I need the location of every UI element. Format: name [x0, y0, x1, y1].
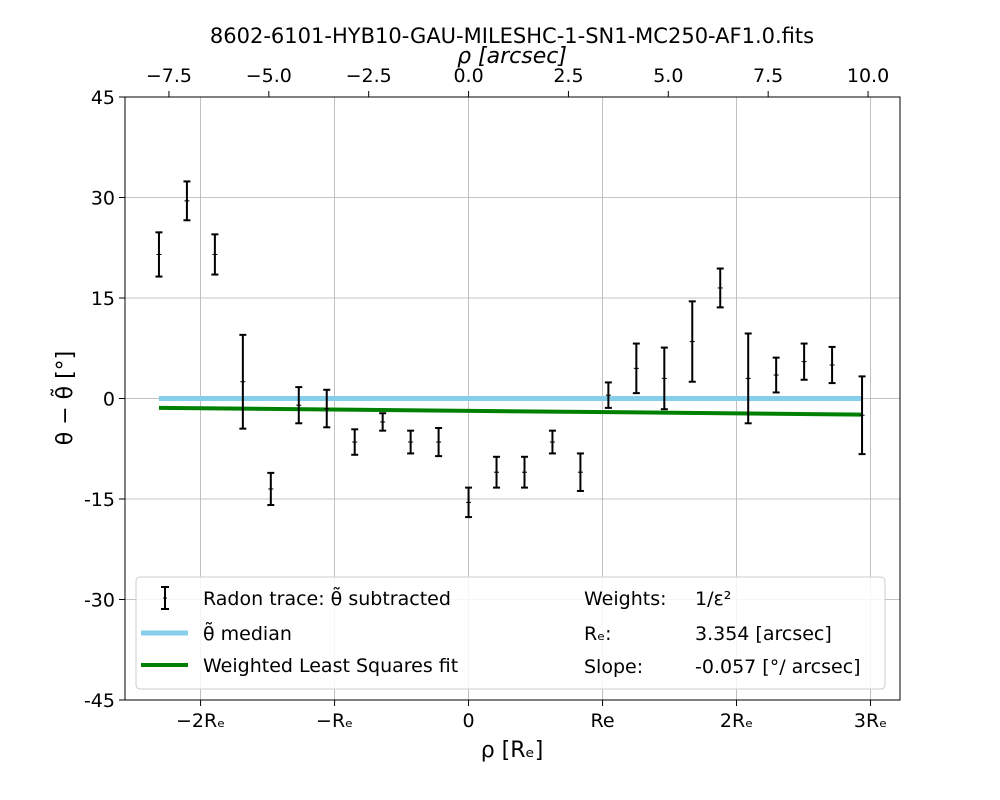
top-tick-label: −7.5: [146, 65, 192, 87]
y-tick-label: -45: [84, 690, 115, 712]
x-tick-label: 2Rₑ: [720, 710, 753, 732]
error-bar-point: [211, 233, 219, 276]
x-tick-label: 0: [463, 710, 475, 732]
error-bar-point: [632, 342, 640, 395]
top-axis-title: ρ [arcsec]: [457, 44, 567, 69]
y-tick-label: 0: [103, 389, 115, 411]
legend-label-median: θ̃ median: [203, 620, 292, 645]
x-axis-title: ρ [Rₑ]: [481, 738, 544, 763]
legend-label-fit: Weighted Least Squares fit: [203, 655, 458, 677]
error-bar-point: [465, 486, 473, 519]
error-bar-point: [828, 345, 836, 385]
x-tick-label: −2Rₑ: [176, 710, 225, 732]
x-tick-label: Re: [591, 710, 615, 732]
x-tick-label: 3Rₑ: [854, 710, 887, 732]
error-bar-point: [295, 386, 303, 425]
slope-label: Slope:: [584, 656, 643, 678]
error-bar-point: [576, 452, 584, 492]
x-tick-label: −Rₑ: [316, 710, 353, 732]
legend-label-radon: Radon trace: θ̃ subtracted: [203, 585, 451, 610]
error-bar-point: [744, 332, 752, 425]
error-bar-point: [688, 300, 696, 383]
y-tick-label: 30: [91, 188, 115, 210]
weights-label: Weights:: [584, 588, 667, 610]
error-bar-point: [323, 388, 331, 429]
error-bar-point: [435, 426, 443, 458]
error-bar-point: [379, 412, 387, 432]
slope-value: -0.057 [°/ arcsec]: [695, 656, 861, 678]
weights-value: 1/ε²: [695, 588, 731, 610]
y-tick-label: 15: [91, 288, 115, 310]
bottom-axis-ticks: −2Rₑ −Rₑ 0 Re 2Rₑ 3Rₑ: [176, 700, 887, 732]
error-bar-point: [858, 375, 866, 456]
top-axis-ticks: −7.5 −5.0 −2.5 0.0 2.5 5.0 7.5 10.0: [146, 65, 889, 97]
legend: Radon trace: θ̃ subtracted θ̃ median Wei…: [135, 576, 886, 690]
error-bar-point: [660, 346, 668, 411]
top-tick-label: 5.0: [653, 65, 683, 87]
error-bar-point: [183, 180, 191, 222]
chart-title: 8602-6101-HYB10-GAU-MILESHC-1-SN1-MC250-…: [210, 24, 814, 48]
error-bar-point: [548, 429, 556, 455]
error-bar-point: [520, 455, 528, 489]
y-tick-label: 45: [91, 87, 115, 109]
series-layer: [155, 180, 866, 519]
error-bar-point: [716, 267, 724, 309]
error-bar-point: [267, 471, 275, 507]
error-bar-point: [155, 231, 163, 278]
top-tick-label: −2.5: [346, 65, 392, 87]
top-tick-label: 7.5: [753, 65, 783, 87]
plot-frame: [124, 96, 901, 701]
error-bar-point: [772, 356, 780, 394]
legend-errorbar-marker: [161, 586, 169, 610]
error-bar-point: [239, 333, 247, 430]
y-tick-label: -30: [84, 590, 115, 612]
top-tick-label: 0.0: [453, 65, 483, 87]
y-tick-label: -15: [84, 489, 115, 511]
fit-line: [158, 405, 863, 417]
error-bar-point: [800, 342, 808, 381]
re-value: 3.354 [arcsec]: [695, 623, 832, 645]
error-bar-point: [604, 381, 612, 409]
error-bar-point: [351, 428, 359, 456]
error-bar-point: [493, 455, 501, 489]
top-tick-label: 2.5: [553, 65, 583, 87]
y-axis-title: θ − θ̃ [°]: [50, 351, 78, 446]
re-label: Rₑ:: [584, 623, 612, 645]
y-axis-ticks: 45 30 15 0 -15 -30 -45: [84, 87, 125, 712]
error-bar-point: [407, 429, 415, 455]
legend-box: [135, 576, 886, 690]
top-tick-label: 10.0: [847, 65, 889, 87]
top-tick-label: −5.0: [246, 65, 292, 87]
